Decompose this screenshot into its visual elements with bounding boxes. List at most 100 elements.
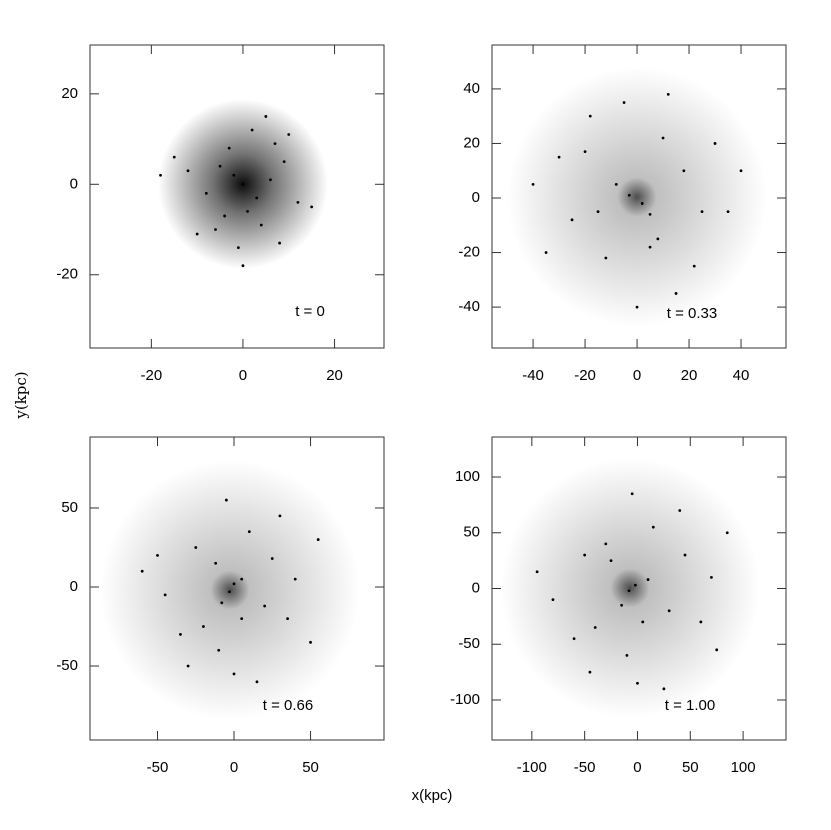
particle xyxy=(263,604,267,608)
y-tick-label: 0 xyxy=(472,189,480,206)
particle xyxy=(570,218,574,222)
particle xyxy=(557,155,561,159)
y-tick-label: 50 xyxy=(463,524,480,541)
y-tick-label: 100 xyxy=(455,468,480,485)
particle xyxy=(316,538,320,541)
particle xyxy=(140,569,144,573)
y-tick-label: -40 xyxy=(458,298,480,315)
particle xyxy=(310,205,314,209)
particle xyxy=(588,670,592,674)
particle xyxy=(692,264,696,268)
particle xyxy=(699,620,703,624)
density-glow xyxy=(500,458,760,718)
particle xyxy=(667,609,671,613)
x-tick-label: 0 xyxy=(633,759,641,776)
particle xyxy=(240,577,244,581)
particle xyxy=(544,251,548,254)
x-tick-label: 50 xyxy=(302,759,319,776)
particle xyxy=(739,169,743,173)
particle xyxy=(223,214,227,218)
particle xyxy=(725,531,729,535)
particle xyxy=(255,680,259,684)
y-tick-label: 20 xyxy=(61,85,78,102)
particle xyxy=(614,182,618,186)
y-tick-label: -100 xyxy=(450,691,480,708)
particle xyxy=(551,598,555,602)
particle xyxy=(604,256,608,260)
particle xyxy=(296,200,300,204)
x-tick-label: -20 xyxy=(141,367,163,384)
particle xyxy=(596,210,600,214)
particle xyxy=(195,232,199,236)
particle xyxy=(159,173,162,177)
x-axis-label: x(kpc) xyxy=(412,787,453,804)
time-annotation: t = 0.66 xyxy=(263,697,313,714)
particle xyxy=(633,583,637,587)
particle xyxy=(656,237,660,241)
y-tick-label: 20 xyxy=(463,134,480,151)
x-tick-label: -20 xyxy=(574,367,596,384)
particle xyxy=(648,212,652,216)
y-tick-label: 0 xyxy=(472,579,480,596)
y-axis-label: y(kpc) xyxy=(12,371,30,419)
particle xyxy=(674,292,678,295)
particle xyxy=(172,155,176,159)
time-annotation: t = 0 xyxy=(295,303,325,320)
particle xyxy=(293,577,297,581)
particle xyxy=(179,633,182,636)
particle xyxy=(250,128,254,132)
x-tick-label: 100 xyxy=(731,759,756,776)
particle xyxy=(273,142,277,145)
particle xyxy=(630,492,634,496)
particle xyxy=(269,178,272,182)
particle xyxy=(282,160,286,164)
particle xyxy=(214,228,217,231)
particle xyxy=(224,498,228,502)
particle xyxy=(627,589,631,593)
particle xyxy=(535,570,539,574)
particle xyxy=(241,264,245,268)
particle xyxy=(683,553,687,557)
y-tick-label: 0 xyxy=(70,578,78,595)
particle xyxy=(572,637,576,641)
particle xyxy=(232,582,236,586)
x-tick-label: 0 xyxy=(239,367,247,384)
particle xyxy=(278,241,281,245)
particle xyxy=(264,115,268,118)
particle xyxy=(715,648,719,652)
particle xyxy=(227,146,231,150)
particle xyxy=(635,305,639,309)
particle xyxy=(232,672,236,676)
particle xyxy=(583,150,587,154)
y-tick-label: 0 xyxy=(70,175,78,192)
particle xyxy=(700,210,704,214)
particle xyxy=(186,664,190,668)
particle xyxy=(627,193,631,197)
density-glow xyxy=(100,460,360,720)
particle xyxy=(641,620,645,624)
particle xyxy=(240,617,244,621)
particle xyxy=(662,687,666,691)
x-tick-label: 40 xyxy=(733,367,750,384)
particle xyxy=(713,142,717,145)
particle xyxy=(678,509,682,512)
particle xyxy=(620,603,624,607)
particle xyxy=(646,578,650,581)
particle xyxy=(255,196,259,200)
particle xyxy=(236,246,240,250)
particle xyxy=(622,101,626,104)
time-annotation: t = 0.33 xyxy=(667,305,717,322)
y-tick-label: -20 xyxy=(56,266,78,283)
particle xyxy=(588,114,592,118)
particle xyxy=(583,553,587,557)
panel-frame xyxy=(89,44,385,349)
particle xyxy=(156,553,159,557)
particle xyxy=(246,210,249,213)
particle xyxy=(259,223,263,227)
particle xyxy=(228,590,231,594)
particle xyxy=(204,191,208,195)
panel-frame xyxy=(491,44,787,349)
particle xyxy=(241,182,245,186)
